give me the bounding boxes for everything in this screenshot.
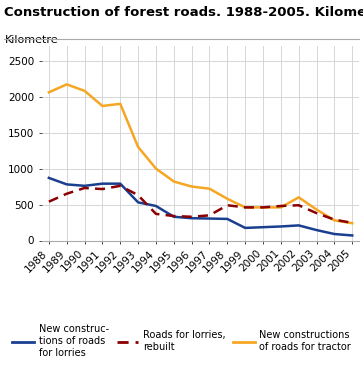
Text: Construction of forest roads. 1988-2005. Kilometres: Construction of forest roads. 1988-2005.…: [4, 6, 363, 18]
Text: Kilometre: Kilometre: [5, 35, 59, 45]
Legend: New construc-
tions of roads
for lorries, Roads for lorries,
rebuilt, New constr: New construc- tions of roads for lorries…: [8, 320, 355, 361]
